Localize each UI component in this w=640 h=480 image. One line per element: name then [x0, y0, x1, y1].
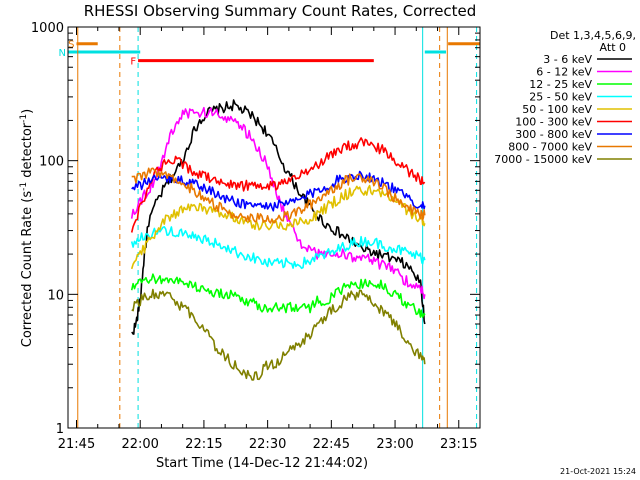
legend-label-25-50-kev: 25 - 50 keV [529, 91, 592, 104]
series-300-800-kev [131, 170, 426, 212]
count-rate-series [130, 99, 426, 381]
legend-label-7000-15000-kev: 7000 - 15000 keV [494, 153, 592, 166]
plot-frame [67, 26, 481, 429]
series-7000-15000-kev [131, 288, 426, 381]
observing-flag-bars: SN F [59, 40, 480, 68]
y-tick-label-10: 10 [47, 288, 64, 303]
legend-header-line-1: Det 1,3,4,5,6,9, [550, 29, 636, 42]
legend-label-100-300-kev: 100 - 300 keV [515, 116, 592, 129]
y-axis-label-exponent-2: -1 [19, 114, 29, 123]
generated-timestamp: 21-Oct-2021 15:24 [560, 467, 636, 476]
x-tick-label-23-00: 23:00 [376, 437, 413, 452]
y-axis-label-end: ) [20, 109, 35, 114]
x-tick-label-22-45: 22:45 [313, 437, 350, 452]
x-tick-label-23-15: 23:15 [440, 437, 477, 452]
attenuator-marker-lines [77, 27, 478, 428]
series-50-100-kev [130, 184, 426, 270]
y-tick-label-1000: 1000 [31, 21, 64, 36]
legend-label-50-100-kev: 50 - 100 keV [522, 103, 592, 116]
series-800-7000-kev [131, 167, 426, 224]
legend-label-300-800-kev: 300 - 800 keV [515, 128, 592, 141]
flag-label-f: F [130, 57, 136, 68]
y-axis-label-middle: detector [20, 122, 35, 182]
x-axis-label: Start Time (14-Dec-12 21:44:02) [156, 456, 368, 471]
x-tick-label-22-30: 22:30 [249, 437, 286, 452]
x-tick-label-21-45: 21:45 [58, 437, 95, 452]
y-axis-label: Corrected Count Rate (s-1 detector-1) [19, 109, 35, 347]
y-tick-label-1: 1 [56, 422, 64, 437]
chart-title: RHESSI Observing Summary Count Rates, Co… [84, 2, 477, 20]
legend-header-line-2: Att 0 [600, 41, 626, 54]
series-25-50-kev [130, 226, 426, 270]
legend-label-6-12-kev: 6 - 12 keV [536, 66, 592, 79]
axes: 21:45 22:00 22:15 22:30 22:45 23:00 23:15 1 10 10… [31, 21, 481, 452]
flag-label-s: S [68, 40, 74, 51]
y-axis-label-exponent-1: -1 [19, 182, 29, 191]
legend-label-3-6-kev: 3 - 6 keV [543, 53, 592, 66]
y-axis-label-main: Corrected Count Rate (s [20, 191, 35, 348]
x-tick-label-22-15: 22:15 [185, 437, 222, 452]
y-tick-label-100: 100 [39, 155, 64, 170]
series-12-25-kev [130, 273, 426, 318]
series-100-300-kev [130, 137, 426, 233]
legend-label-12-25-kev: 12 - 25 keV [529, 78, 592, 91]
legend-label-800-7000-kev: 800 - 7000 keV [508, 141, 592, 154]
x-tick-label-22-00: 22:00 [121, 437, 158, 452]
flag-label-n: N [59, 48, 66, 59]
